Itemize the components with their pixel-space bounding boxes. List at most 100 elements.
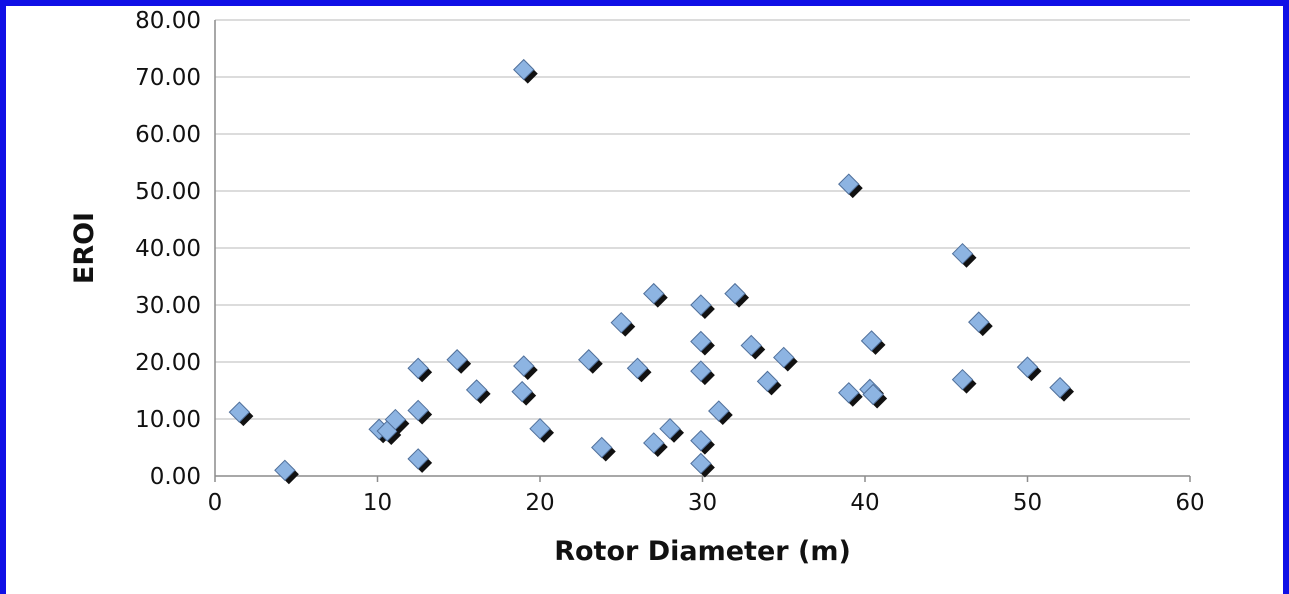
data-point-marker bbox=[708, 400, 730, 422]
data-point bbox=[407, 399, 433, 425]
y-tick-label: 70.00 bbox=[135, 65, 201, 91]
data-point-marker bbox=[690, 452, 712, 475]
data-point-marker bbox=[643, 282, 665, 305]
data-point-marker bbox=[724, 282, 746, 305]
axes bbox=[214, 20, 1191, 482]
data-point bbox=[951, 242, 977, 268]
y-tick-label: 40.00 bbox=[135, 236, 201, 262]
x-tick-label: 40 bbox=[850, 490, 879, 516]
data-point-marker bbox=[690, 294, 712, 316]
data-point bbox=[274, 459, 299, 485]
data-point-marker bbox=[529, 417, 551, 440]
data-point-marker bbox=[274, 459, 296, 482]
data-point-marker bbox=[1049, 376, 1071, 399]
x-tick-label: 60 bbox=[1175, 490, 1204, 516]
data-point bbox=[529, 417, 554, 443]
y-tick-label: 80.00 bbox=[135, 8, 201, 34]
data-point-marker bbox=[862, 383, 884, 406]
data-point-marker bbox=[951, 242, 974, 265]
data-point bbox=[513, 355, 538, 380]
data-point-marker bbox=[740, 334, 762, 357]
data-point bbox=[690, 294, 715, 319]
y-tick-labels: 0.00 10.00 20.00 30.00 40.00 50.00 60.00 70.00 8… bbox=[135, 8, 201, 490]
data-point bbox=[690, 360, 715, 386]
x-tick-label: 50 bbox=[1013, 490, 1042, 516]
data-point bbox=[407, 448, 433, 473]
data-point bbox=[690, 452, 715, 478]
data-point bbox=[740, 334, 766, 360]
y-tick-label: 60.00 bbox=[135, 122, 201, 148]
data-point bbox=[1049, 376, 1074, 402]
data-point-marker bbox=[968, 311, 990, 333]
data-point-marker bbox=[610, 311, 632, 334]
data-point-marker bbox=[951, 368, 974, 391]
y-tick-label: 50.00 bbox=[135, 179, 201, 205]
data-point bbox=[626, 357, 652, 383]
data-point-marker bbox=[407, 357, 429, 379]
data-point bbox=[228, 401, 254, 427]
data-point bbox=[838, 382, 863, 407]
data-point bbox=[838, 173, 863, 199]
data-point bbox=[578, 349, 603, 374]
data-point-marker bbox=[407, 399, 429, 422]
data-point bbox=[708, 400, 733, 426]
data-point bbox=[951, 368, 977, 394]
data-point-marker bbox=[591, 436, 613, 459]
data-point bbox=[659, 417, 684, 443]
data-point-marker bbox=[465, 379, 488, 401]
y-tick-label: 10.00 bbox=[135, 407, 201, 433]
data-point-marker bbox=[626, 357, 649, 379]
data-point-marker bbox=[690, 330, 712, 353]
data-point bbox=[773, 346, 798, 372]
data-point-marker bbox=[228, 401, 251, 423]
x-axis-title: Rotor Diameter (m) bbox=[554, 536, 851, 567]
data-point bbox=[756, 370, 782, 396]
data-point bbox=[1016, 356, 1042, 382]
x-tick-label: 0 bbox=[208, 490, 223, 516]
data-point bbox=[690, 429, 715, 455]
data-point bbox=[513, 58, 538, 84]
data-point-marker bbox=[838, 382, 860, 404]
data-point-marker bbox=[690, 360, 712, 382]
x-tick-label: 30 bbox=[688, 490, 717, 516]
data-point-marker bbox=[578, 349, 600, 371]
data-point bbox=[465, 379, 491, 404]
data-point bbox=[407, 357, 433, 383]
data-point-marker bbox=[513, 58, 535, 81]
data-point-marker bbox=[407, 448, 429, 470]
data-point-marker bbox=[384, 408, 407, 431]
y-tick-label: 30.00 bbox=[135, 293, 201, 319]
data-point-marker bbox=[860, 330, 883, 352]
data-point-marker bbox=[659, 417, 681, 440]
data-point bbox=[690, 330, 715, 356]
data-point-marker bbox=[643, 432, 665, 454]
x-tick-label: 20 bbox=[525, 490, 554, 516]
gridlines bbox=[215, 19, 1190, 420]
data-point-marker bbox=[838, 173, 860, 195]
data-point bbox=[610, 311, 636, 337]
data-point-marker bbox=[513, 355, 535, 377]
data-point-marker bbox=[756, 370, 779, 393]
data-point-marker bbox=[690, 429, 712, 452]
data-points bbox=[228, 58, 1074, 485]
data-point-marker bbox=[511, 380, 533, 403]
x-tick-labels: 0 10 20 30 40 50 60 bbox=[208, 490, 1205, 516]
data-point bbox=[862, 383, 888, 409]
data-point-marker bbox=[446, 349, 468, 371]
data-point bbox=[968, 311, 993, 337]
data-point-marker bbox=[1016, 356, 1039, 378]
data-point bbox=[643, 282, 668, 308]
data-point bbox=[446, 349, 472, 374]
y-axis-title: EROI bbox=[69, 212, 100, 284]
data-point bbox=[860, 330, 886, 355]
x-tick-label: 10 bbox=[363, 490, 392, 516]
y-tick-label: 20.00 bbox=[135, 350, 201, 376]
data-point bbox=[511, 380, 537, 406]
data-point bbox=[724, 282, 749, 308]
data-point-marker bbox=[773, 346, 795, 369]
y-tick-label: 0.00 bbox=[150, 464, 201, 490]
data-point bbox=[591, 436, 616, 462]
data-point bbox=[643, 432, 668, 457]
data-point bbox=[384, 408, 410, 434]
